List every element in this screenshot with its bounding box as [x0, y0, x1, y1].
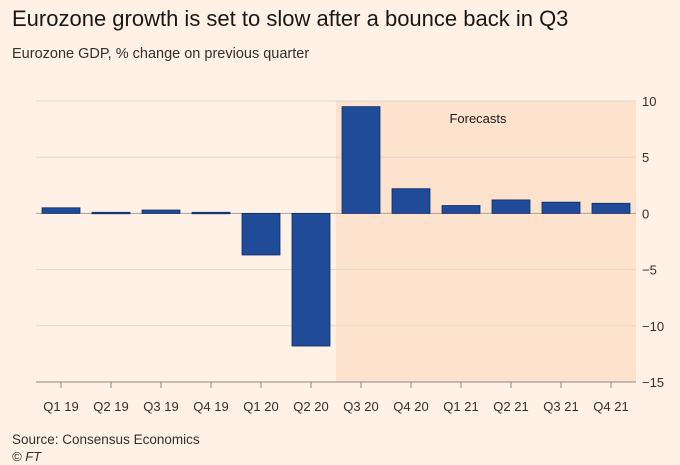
- x-tick-label: Q4 19: [193, 399, 228, 414]
- y-tick-label: −10: [642, 319, 664, 334]
- bar: [591, 202, 631, 214]
- bar: [91, 211, 131, 215]
- bar: [191, 211, 231, 215]
- x-tick-label: Q2 20: [293, 399, 328, 414]
- bar: [391, 188, 431, 214]
- bar: [541, 201, 581, 214]
- bar: [41, 207, 81, 214]
- ft-credit-text: © FT: [12, 449, 42, 464]
- bar: [441, 205, 481, 214]
- chart-title: Eurozone growth is set to slow after a b…: [12, 6, 569, 31]
- gdp-bar-chart: Forecasts 10 5 0 −5 −10 −15 Q1 19 Q2 19 Q3 19 Q4 …: [36, 94, 664, 414]
- x-tick-label: Q1 20: [243, 399, 278, 414]
- x-tick-label: Q3 21: [543, 399, 578, 414]
- x-tick-label: Q4 21: [593, 399, 628, 414]
- ft-credit: © FT: [12, 449, 41, 464]
- y-tick-label: −15: [642, 375, 664, 390]
- bar: [241, 212, 281, 256]
- y-tick-label: 5: [642, 150, 649, 165]
- bar: [341, 106, 381, 214]
- x-tick-label: Q3 20: [343, 399, 378, 414]
- y-tick-label: −5: [642, 263, 657, 278]
- y-tick-label: 10: [642, 94, 656, 109]
- bar: [491, 199, 531, 214]
- x-tick-label: Q2 21: [493, 399, 528, 414]
- forecast-region: [336, 101, 636, 382]
- x-tick-label: Q1 21: [443, 399, 478, 414]
- bar: [141, 209, 181, 214]
- chart-subtitle: Eurozone GDP, % change on previous quart…: [12, 46, 310, 62]
- x-tick-label: Q1 19: [43, 399, 78, 414]
- x-tick-label: Q2 19: [93, 399, 128, 414]
- forecast-label: Forecasts: [449, 111, 507, 126]
- source-note: Source: Consensus Economics: [12, 432, 200, 447]
- x-tick-label: Q3 19: [143, 399, 178, 414]
- bar: [291, 212, 331, 347]
- y-tick-label: 0: [642, 206, 649, 221]
- x-tick-label: Q4 20: [393, 399, 428, 414]
